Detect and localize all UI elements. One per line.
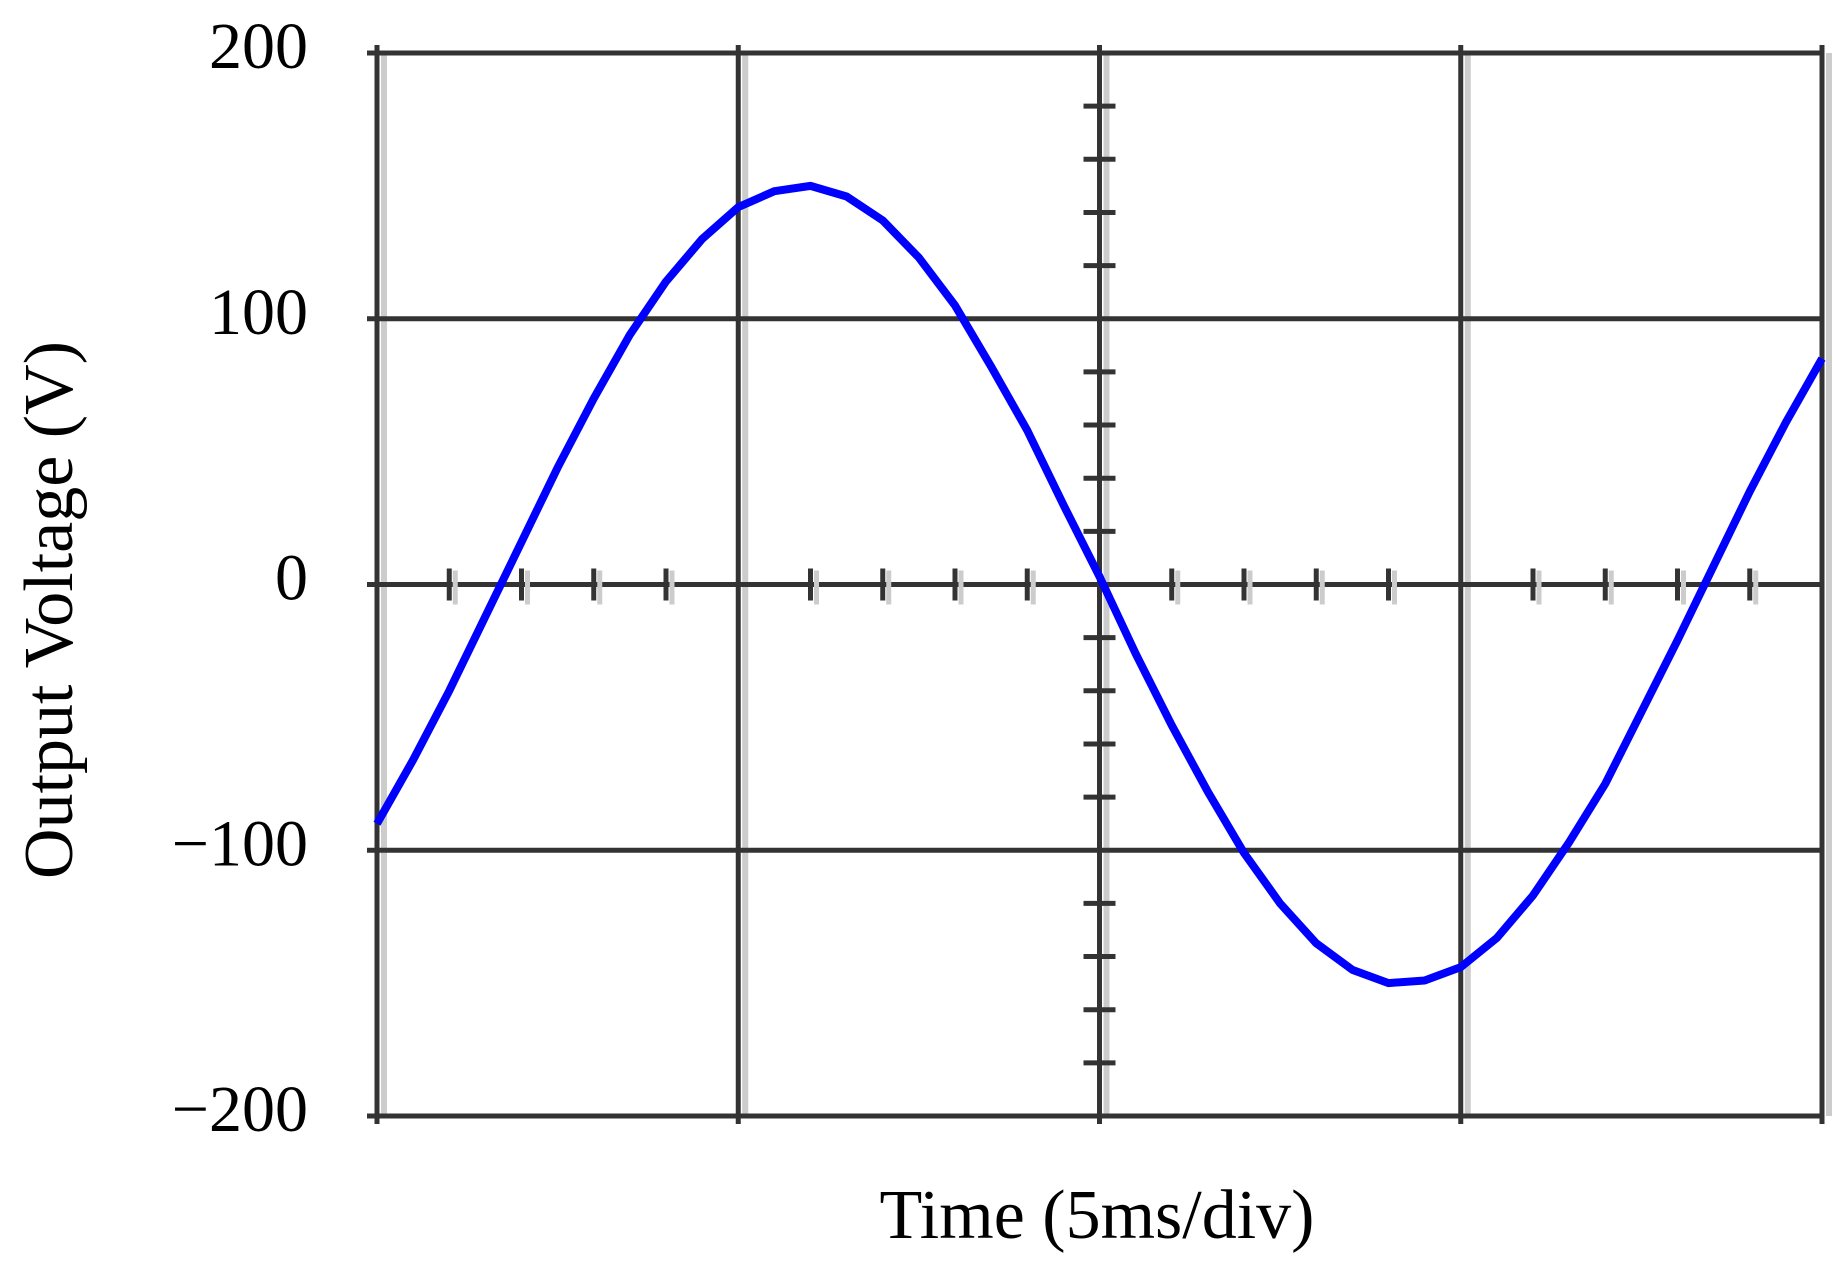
y-tick-label: 200 [209,10,308,83]
y-tick-label: −200 [172,1073,308,1146]
data-line [373,181,1826,988]
y-tick-label: −100 [172,807,308,880]
x-axis-title: Time (5ms/div) [880,1177,1315,1254]
y-axis-title: Output Voltage (V) [11,341,88,879]
y-tick-label: 100 [209,276,308,349]
y-tick-label: 0 [275,542,308,615]
